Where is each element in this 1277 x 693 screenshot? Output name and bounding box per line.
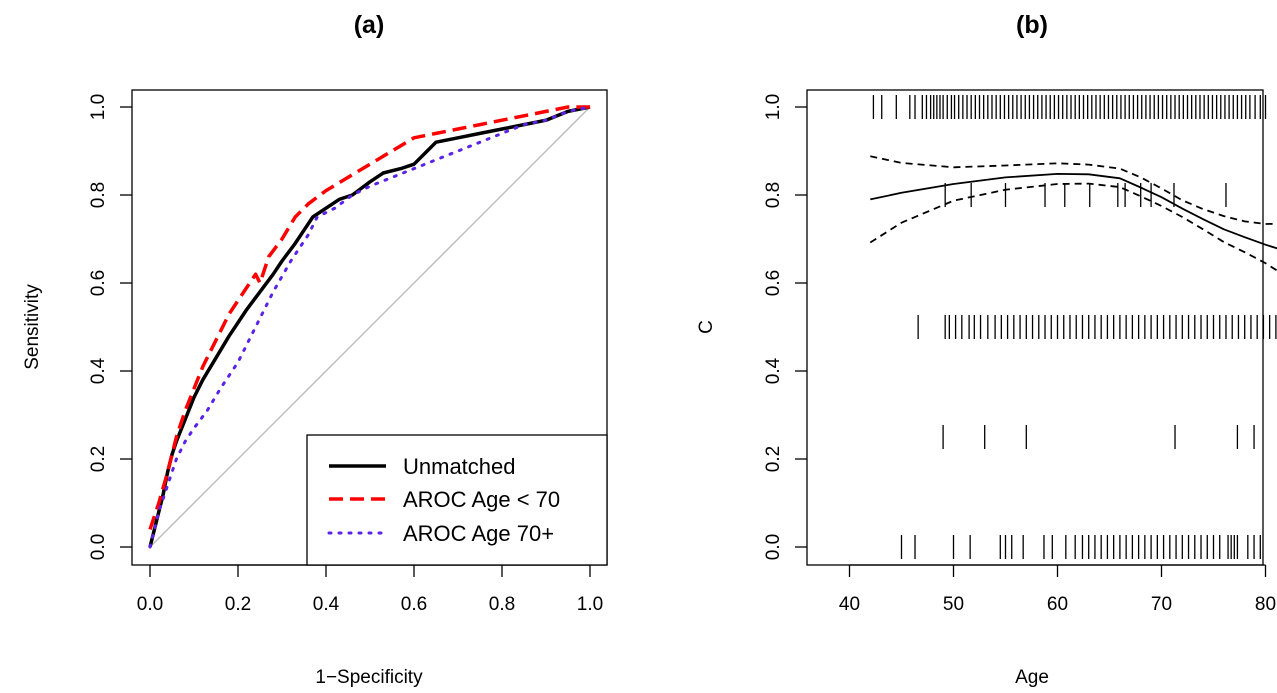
y-tick-label: 0.8 (88, 182, 109, 208)
x-tick-label: 80 (1255, 594, 1276, 615)
y-tick-label: 0.4 (88, 357, 109, 384)
x-tick-label: 0.2 (225, 594, 251, 615)
rug-row (945, 183, 1226, 207)
panel-a-y-ticks: 0.0 0.2 0.4 0.6 0.8 1.0 (88, 94, 132, 560)
lower-confidence-band (870, 184, 1277, 277)
y-tick-label: 1.0 (763, 94, 784, 120)
y-tick-label: 0.6 (88, 270, 109, 296)
panel-a-title: (a) (354, 11, 385, 39)
x-tick-label: 40 (839, 594, 860, 615)
panel-b-plot-area (870, 95, 1277, 559)
y-tick-label: 0.0 (763, 534, 784, 560)
y-tick-label: 0.2 (763, 446, 784, 472)
x-tick-label: 1.0 (577, 594, 603, 615)
rug-row (943, 425, 1254, 449)
legend-label-aroc-70-plus: AROC Age 70+ (403, 521, 554, 546)
x-tick-label: 0.6 (401, 594, 427, 615)
y-tick-label: 1.0 (88, 94, 109, 120)
panel-b-x-ticks: 40 50 60 70 80 (839, 565, 1276, 615)
x-tick-label: 0.4 (313, 594, 340, 615)
panel-b-y-ticks: 0.0 0.2 0.4 0.6 0.8 1.0 (763, 94, 807, 560)
panel-b-x-label: Age (1015, 667, 1049, 688)
panel-b-conditional: (b) 40 50 60 70 80 0.0 0.2 0.4 0.6 0.8 1.0 Age C (696, 11, 1277, 688)
y-tick-label: 0.4 (763, 357, 784, 384)
legend-label-unmatched: Unmatched (403, 454, 516, 479)
x-tick-label: 60 (1047, 594, 1068, 615)
x-tick-label: 0.0 (137, 594, 163, 615)
upper-confidence-band (870, 156, 1277, 224)
panel-a-y-label: Sensitivity (22, 284, 43, 370)
fitted-curve (870, 174, 1277, 251)
rug-row (902, 535, 1261, 559)
y-tick-label: 0.6 (763, 270, 784, 296)
y-tick-label: 0.8 (763, 182, 784, 208)
rug-row (918, 315, 1276, 339)
panel-a-x-label: 1−Specificity (315, 667, 423, 688)
legend-label-aroc-under-70: AROC Age < 70 (403, 487, 560, 512)
y-tick-label: 0.0 (88, 534, 109, 560)
panel-b-title: (b) (1016, 11, 1048, 39)
x-tick-label: 70 (1151, 594, 1172, 615)
x-tick-label: 50 (943, 594, 964, 615)
rug-row (873, 95, 1277, 119)
x-tick-label: 0.8 (489, 594, 515, 615)
panel-a-roc: (a) 0.0 0.2 0.4 0.6 0.8 1.0 0.0 0.2 0.4 0.6 0.8 1.… (22, 11, 607, 688)
panel-b-y-label: C (696, 320, 717, 334)
panel-a-legend: Unmatched AROC Age < 70 AROC Age 70+ (307, 435, 607, 565)
y-tick-label: 0.2 (88, 446, 109, 472)
panel-a-x-ticks: 0.0 0.2 0.4 0.6 0.8 1.0 (137, 565, 603, 615)
